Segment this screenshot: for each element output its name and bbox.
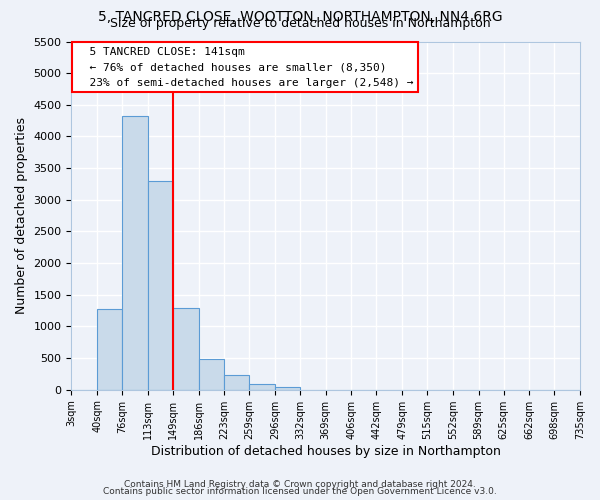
Bar [173,308,199,390]
Text: Size of property relative to detached houses in Northampton: Size of property relative to detached ho… [110,18,490,30]
Bar [97,310,122,390]
Text: 5, TANCRED CLOSE, WOOTTON, NORTHAMPTON, NN4 6RG: 5, TANCRED CLOSE, WOOTTON, NORTHAMPTON, … [98,10,502,24]
Bar [249,384,275,390]
Bar [224,374,249,390]
Y-axis label: Number of detached properties: Number of detached properties [15,117,28,314]
Text: Contains HM Land Registry data © Crown copyright and database right 2024.: Contains HM Land Registry data © Crown c… [124,480,476,489]
Bar [148,181,173,390]
X-axis label: Distribution of detached houses by size in Northampton: Distribution of detached houses by size … [151,444,500,458]
Bar [199,360,224,390]
Text: Contains public sector information licensed under the Open Government Licence v3: Contains public sector information licen… [103,487,497,496]
Bar [275,386,300,390]
Bar [122,116,148,390]
Text: 5 TANCRED CLOSE: 141sqm
  ← 76% of detached houses are smaller (8,350)
  23% of : 5 TANCRED CLOSE: 141sqm ← 76% of detache… [76,46,414,88]
